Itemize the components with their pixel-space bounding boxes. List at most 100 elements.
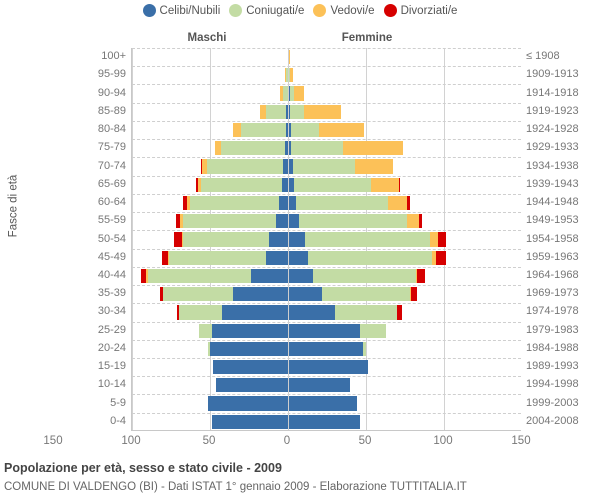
bar-segment[interactable] xyxy=(288,378,351,393)
bar-segment[interactable] xyxy=(288,214,299,229)
bar-segment[interactable] xyxy=(411,287,418,302)
bar-segment[interactable] xyxy=(275,214,288,229)
bar-segment[interactable] xyxy=(183,195,187,211)
bar-segment[interactable] xyxy=(415,268,418,284)
bar-segment[interactable] xyxy=(214,141,221,156)
bar-segment[interactable] xyxy=(370,177,399,192)
bar-segment[interactable] xyxy=(429,232,438,247)
legend-item-0[interactable]: Celibi/Nubili xyxy=(142,4,220,17)
bar-segment[interactable] xyxy=(266,104,287,119)
bar-segment[interactable] xyxy=(141,268,147,284)
bar-segment[interactable] xyxy=(278,195,288,211)
bar-segment[interactable] xyxy=(288,396,357,411)
bar-segment[interactable] xyxy=(288,341,363,356)
bar-segment[interactable] xyxy=(202,159,207,174)
bar-segment[interactable] xyxy=(163,287,234,302)
bar-segment[interactable] xyxy=(222,305,288,320)
bar-segment[interactable] xyxy=(250,268,288,284)
bar-segment[interactable] xyxy=(355,159,393,174)
bar-segment[interactable] xyxy=(406,214,420,229)
bar-segment[interactable] xyxy=(288,268,313,284)
bar-segment[interactable] xyxy=(259,104,267,119)
bar-segment[interactable] xyxy=(398,177,401,192)
bar-segment[interactable] xyxy=(177,305,179,320)
bar-segment[interactable] xyxy=(210,341,288,356)
bar-segment[interactable] xyxy=(284,141,288,156)
bar-segment[interactable] xyxy=(220,141,285,156)
bar-segment[interactable] xyxy=(208,341,210,356)
bar-segment[interactable] xyxy=(186,195,190,211)
bar-segment[interactable] xyxy=(305,232,430,247)
bar-segment[interactable] xyxy=(288,141,292,156)
bar-segment[interactable] xyxy=(199,323,212,338)
bar-segment[interactable] xyxy=(288,250,309,265)
bar-segment[interactable] xyxy=(160,287,164,302)
bar-segment[interactable] xyxy=(233,287,288,302)
bar-segment[interactable] xyxy=(183,232,270,247)
bar-segment[interactable] xyxy=(419,214,423,229)
bar-segment[interactable] xyxy=(417,268,426,284)
bar-segment[interactable] xyxy=(409,287,412,302)
bar-segment[interactable] xyxy=(211,414,288,429)
bar-segment[interactable] xyxy=(397,305,402,320)
bar-segment[interactable] xyxy=(288,195,296,211)
bar-segment[interactable] xyxy=(147,268,251,284)
bar-segment[interactable] xyxy=(288,177,295,192)
bar-segment[interactable] xyxy=(283,159,288,174)
bar-segment[interactable] xyxy=(436,250,446,265)
legend-item-2[interactable]: Vedovi/e xyxy=(313,4,375,17)
bar-segment[interactable] xyxy=(195,177,198,192)
bar-segment[interactable] xyxy=(334,305,398,320)
bar-segment[interactable] xyxy=(294,86,304,101)
bar-segment[interactable] xyxy=(291,122,320,138)
bar-segment[interactable] xyxy=(178,305,223,320)
bar-segment[interactable] xyxy=(286,68,288,83)
bar-segment[interactable] xyxy=(288,305,335,320)
bar-segment[interactable] xyxy=(169,250,267,265)
bar-segment[interactable] xyxy=(294,177,371,192)
bar-segment[interactable] xyxy=(233,122,242,138)
bar-segment[interactable] xyxy=(161,250,168,265)
bar-segment[interactable] xyxy=(286,122,288,138)
bar-segment[interactable] xyxy=(146,268,148,284)
bar-segment[interactable] xyxy=(362,341,366,356)
bar-segment[interactable] xyxy=(216,378,288,393)
bar-segment[interactable] xyxy=(289,104,304,119)
bar-segment[interactable] xyxy=(289,86,295,101)
bar-segment[interactable] xyxy=(284,68,287,83)
bar-segment[interactable] xyxy=(288,359,368,375)
bar-segment[interactable] xyxy=(200,177,282,192)
bar-segment[interactable] xyxy=(280,86,284,101)
bar-segment[interactable] xyxy=(319,122,365,138)
bar-segment[interactable] xyxy=(181,232,184,247)
bar-segment[interactable] xyxy=(289,68,293,83)
bar-segment[interactable] xyxy=(200,159,203,174)
bar-segment[interactable] xyxy=(174,232,182,247)
bar-segment[interactable] xyxy=(206,159,284,174)
bar-segment[interactable] xyxy=(288,287,323,302)
bar-segment[interactable] xyxy=(281,177,288,192)
bar-segment[interactable] xyxy=(286,104,288,119)
bar-segment[interactable] xyxy=(197,177,201,192)
bar-segment[interactable] xyxy=(298,214,407,229)
bar-segment[interactable] xyxy=(269,232,288,247)
bar-segment[interactable] xyxy=(266,250,288,265)
bar-segment[interactable] xyxy=(406,195,410,211)
bar-segment[interactable] xyxy=(208,396,288,411)
bar-segment[interactable] xyxy=(303,104,342,119)
bar-segment[interactable] xyxy=(288,159,293,174)
bar-segment[interactable] xyxy=(213,359,288,375)
bar-segment[interactable] xyxy=(291,141,343,156)
bar-segment[interactable] xyxy=(308,250,432,265)
bar-segment[interactable] xyxy=(180,214,184,229)
bar-segment[interactable] xyxy=(312,268,416,284)
bar-segment[interactable] xyxy=(288,323,360,338)
legend-item-1[interactable]: Coniugati/e xyxy=(229,4,304,17)
bar-segment[interactable] xyxy=(167,250,170,265)
bar-segment[interactable] xyxy=(183,214,276,229)
bar-segment[interactable] xyxy=(292,159,356,174)
bar-segment[interactable] xyxy=(189,195,279,211)
bar-segment[interactable] xyxy=(295,195,388,211)
bar-segment[interactable] xyxy=(241,122,287,138)
bar-segment[interactable] xyxy=(283,86,288,101)
